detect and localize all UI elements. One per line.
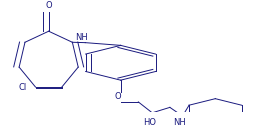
Text: NH: NH (75, 33, 88, 42)
Text: HO: HO (143, 118, 156, 127)
Text: O: O (45, 1, 52, 10)
Text: Cl: Cl (18, 83, 27, 92)
Text: O: O (115, 92, 121, 101)
Text: NH: NH (174, 118, 186, 127)
